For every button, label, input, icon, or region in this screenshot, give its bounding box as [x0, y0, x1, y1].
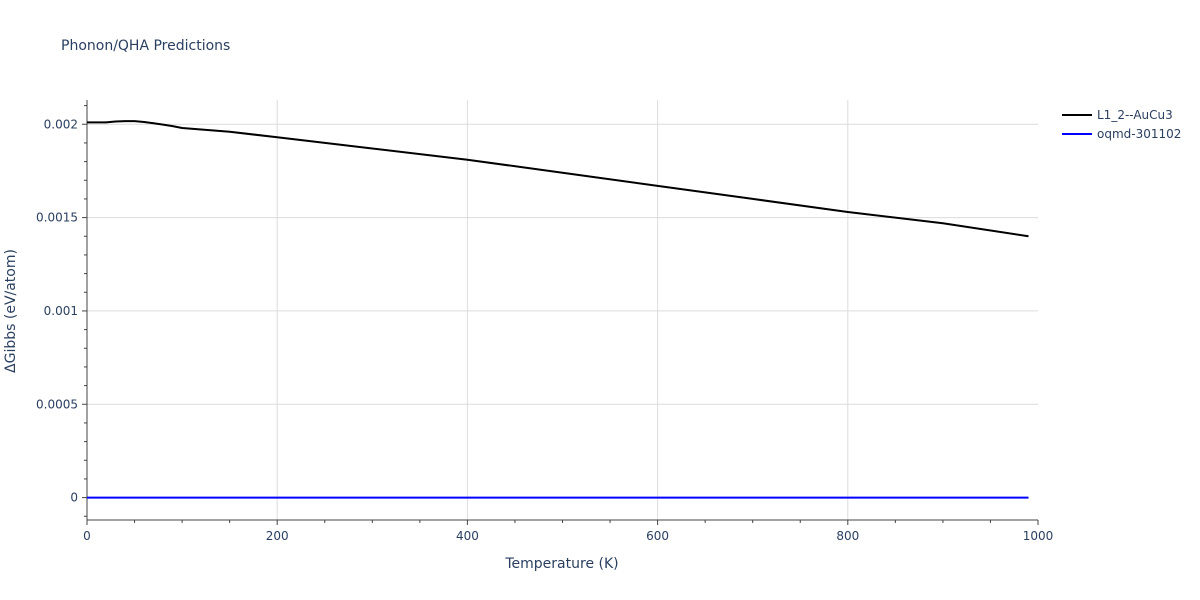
y-tick-label: 0 [70, 491, 78, 505]
x-tick-label: 400 [456, 529, 479, 543]
y-minor-ticks [82, 105, 87, 517]
legend: L1_2--AuCu3 oqmd-301102 [1062, 108, 1181, 141]
x-tick-label: 800 [836, 529, 859, 543]
chart-title: Phonon/QHA Predictions [61, 38, 230, 54]
x-tick-label: 600 [646, 529, 669, 543]
y-tick-label: 0.0005 [36, 397, 78, 411]
x-tick-label: 200 [266, 529, 289, 543]
series-lines [87, 120, 1029, 499]
legend-item-1[interactable]: oqmd-301102 [1062, 127, 1181, 141]
legend-label-0: L1_2--AuCu3 [1097, 108, 1173, 122]
y-axis-title: ΔGibbs (eV/atom) [3, 249, 19, 373]
x-axis-title: Temperature (K) [504, 556, 618, 572]
series-line-0[interactable] [87, 120, 1029, 238]
x-tick-labels: 0 200 400 600 800 1000 [83, 529, 1053, 543]
grid [87, 100, 1038, 520]
y-tick-label: 0.0015 [36, 211, 78, 225]
x-tick-label: 0 [83, 529, 91, 543]
x-tick-label: 1000 [1023, 529, 1054, 543]
legend-item-0[interactable]: L1_2--AuCu3 [1062, 108, 1173, 122]
y-tick-label: 0.001 [44, 304, 78, 318]
y-tick-label: 0.002 [44, 117, 78, 131]
legend-label-1: oqmd-301102 [1097, 127, 1181, 141]
y-tick-labels: 0 0.0005 0.001 0.0015 0.002 [36, 117, 78, 504]
x-minor-ticks [86, 520, 1039, 525]
